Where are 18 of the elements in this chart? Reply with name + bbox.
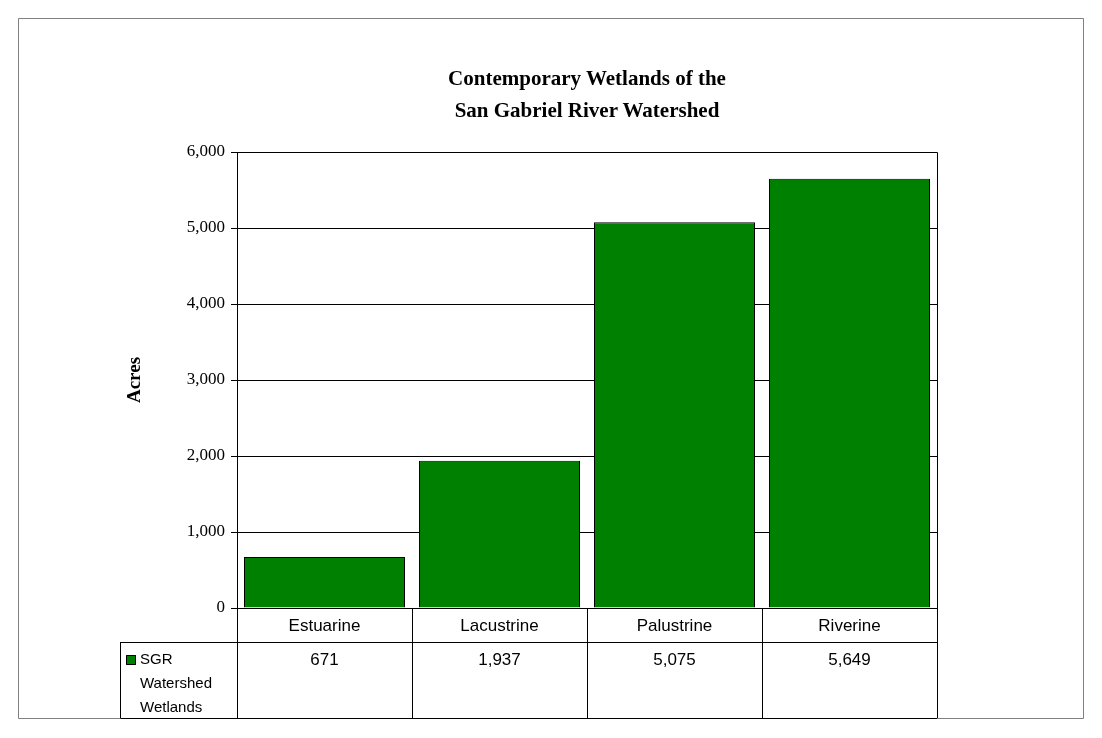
legend-label: SGR Watershed Wetlands — [140, 650, 212, 716]
y-tick-label: 3,000 — [186, 369, 225, 389]
x-tick-label: Estuarine — [288, 615, 361, 635]
y-tick-label: 0 — [216, 597, 225, 617]
y-tick-label: 2,000 — [186, 445, 225, 465]
data-label: 671 — [310, 649, 339, 669]
data-label: 1,937 — [478, 649, 521, 669]
x-tick-label: Palustrine — [636, 615, 713, 635]
chart-title: Contemporary Wetlands of the San Gabriel River Watershed — [448, 66, 726, 123]
y-axis-title: Acres — [123, 356, 145, 404]
y-tick-label: 1,000 — [186, 521, 225, 541]
y-tick-label: 4,000 — [186, 293, 225, 313]
y-tick-label: 6,000 — [186, 141, 225, 161]
y-tick-label: 5,000 — [186, 217, 225, 237]
data-label: 5,075 — [653, 649, 696, 669]
x-tick-label: Riverine — [818, 615, 881, 635]
x-tick-label: Lacustrine — [460, 615, 539, 635]
data-label: 5,649 — [828, 649, 871, 669]
